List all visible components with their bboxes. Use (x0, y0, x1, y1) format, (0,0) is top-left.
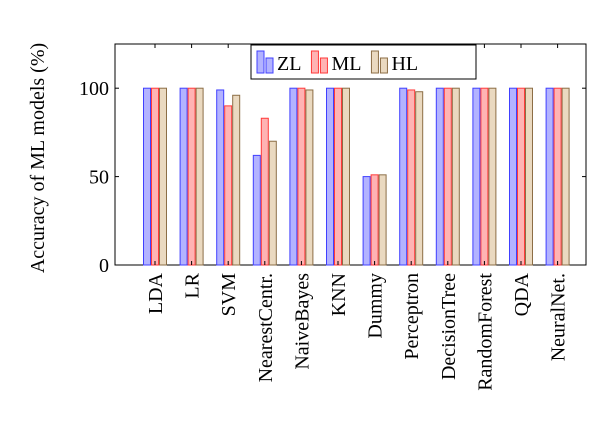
bar-hl-decisiontree (451, 87, 460, 266)
bar-ml-naivebayes (297, 87, 306, 266)
bar-zl-decisiontree (435, 87, 444, 266)
bar-ml-randomforest (480, 87, 489, 266)
bars-layer (143, 87, 570, 266)
legend-box (250, 44, 477, 80)
bar-hl-lr (195, 87, 204, 266)
bar-hl-perceptron (415, 91, 424, 266)
x-tick-label: KNN (328, 273, 350, 316)
legend-swatch-zl (265, 57, 274, 74)
legend-swatch-zl (256, 50, 265, 74)
y-tick-label: 0 (99, 255, 109, 277)
bar-zl-randomforest (472, 87, 481, 266)
x-tick-label: RandomForest (474, 273, 496, 391)
x-tick-label: SVM (218, 273, 240, 317)
bar-hl-randomforest (488, 87, 497, 266)
bar-zl-qda (509, 87, 517, 266)
legend-swatch-ml (310, 50, 319, 74)
bar-zl-knn (326, 87, 334, 266)
x-tick-label: DecisionTree (438, 273, 460, 380)
bar-hl-naivebayes (305, 89, 314, 266)
bar-zl-perceptron (399, 87, 408, 266)
legend-label-zl: ZL (277, 53, 301, 75)
y-axis-label: Accuracy of ML models (%) (27, 43, 49, 273)
bar-zl-nearestcentr (252, 154, 261, 266)
legend-swatch-hl (379, 57, 388, 74)
bar-ml-nearestcentr (260, 117, 269, 266)
legend-label-ml: ML (331, 53, 361, 75)
bar-zl-svm (216, 89, 225, 266)
y-tick-label: 100 (79, 78, 109, 100)
legend-swatch-hl (370, 50, 379, 74)
y-tick-label: 50 (89, 167, 109, 189)
x-tick-label: NeuralNet. (548, 273, 570, 361)
bar-ml-knn (334, 87, 342, 266)
bar-ml-lr (187, 87, 196, 266)
bar-hl-nearestcentr (268, 140, 277, 266)
bar-zl-lda (143, 87, 151, 266)
x-tick-label: LR (182, 272, 204, 298)
bar-zl-naivebayes (289, 87, 298, 266)
bar-ml-neuralnet (553, 87, 562, 266)
plot-frame (114, 43, 587, 266)
x-tick-label: Perceptron (401, 273, 423, 360)
bar-ml-dummy (370, 174, 379, 266)
x-axis: LDA LR SVM NearestCentr. NaiveBayes KNN Dummy P… (145, 44, 570, 391)
bar-hl-knn (342, 87, 350, 266)
y-axis: 0 50 100 (79, 78, 586, 277)
legend-swatch-ml (319, 57, 328, 74)
x-tick-label: NaiveBayes (291, 273, 313, 370)
bar-zl-dummy (362, 176, 371, 266)
bar-ml-qda (517, 87, 525, 266)
bar-ml-perceptron (407, 89, 416, 266)
bar-hl-svm (232, 94, 241, 266)
bar-ml-decisiontree (443, 87, 452, 266)
bar-ml-lda (151, 87, 159, 266)
x-tick-label: NearestCentr. (255, 273, 277, 382)
bar-ml-svm (224, 105, 233, 266)
x-tick-label: LDA (145, 272, 167, 314)
bar-hl-qda (525, 87, 533, 266)
x-tick-label: Dummy (365, 273, 387, 339)
bar-zl-neuralnet (545, 87, 554, 266)
bar-hl-dummy (378, 174, 387, 266)
bar-hl-lda (159, 87, 167, 266)
x-tick-label: QDA (511, 272, 533, 316)
legend: ZL ML HL (250, 44, 477, 80)
bar-zl-lr (179, 87, 188, 266)
bar-hl-neuralnet (561, 87, 570, 266)
legend-label-hl: HL (391, 53, 418, 75)
